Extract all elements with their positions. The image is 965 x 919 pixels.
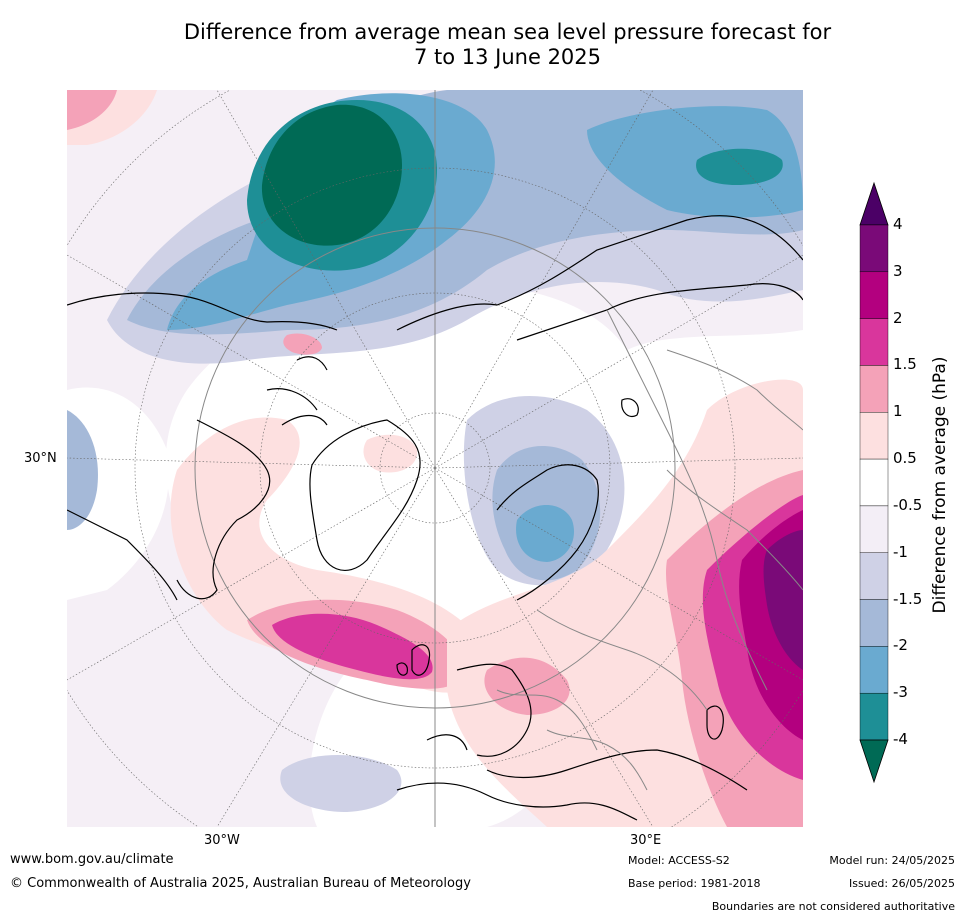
coast-north-america: [67, 292, 338, 601]
footer-base-period: Base period: 1981-2018: [628, 877, 761, 890]
colorbar-extend-top: [859, 181, 889, 226]
footer-disclaimer: Boundaries are not considered authoritat…: [711, 900, 955, 913]
pos-east-core-3: [763, 530, 803, 670]
coast-canada-arctic: [266, 356, 328, 426]
colorbar-band: [859, 505, 889, 553]
coastlines: [67, 215, 803, 821]
colorbar-tick-label: -0.5: [893, 495, 923, 514]
footer-issued: Issued: 26/05/2025: [848, 877, 955, 890]
map-title: Difference from average mean sea level p…: [40, 20, 965, 70]
coast-scandinavia: [496, 464, 599, 601]
coast-mediterranean: [396, 782, 638, 821]
title-line-1: Difference from average mean sea level p…: [183, 20, 832, 44]
colorbar-extend-bottom: [859, 739, 889, 784]
footer-website[interactable]: www.bom.gov.au/climate: [10, 852, 174, 867]
coast-europe: [426, 663, 748, 791]
colorbar-tick-label: 1: [893, 402, 903, 421]
pressure-anomaly-map: [67, 90, 803, 827]
neg-south-patch: [280, 755, 402, 812]
lon-label-30w: 30°W: [204, 833, 240, 848]
pos-nw-corner-mid: [67, 90, 117, 130]
colorbar-band: [859, 599, 889, 647]
colorbar-tick-label: -3: [893, 683, 908, 702]
neutral-area-west: [67, 387, 169, 600]
coast-siberia: [396, 215, 803, 331]
colorbar-tick-label: 4: [893, 215, 903, 233]
lon-label-30e: 30°E: [630, 833, 662, 848]
colorbar-band: [859, 318, 889, 366]
colorbar-tick-label: -1: [893, 542, 908, 561]
lat-label-30n: 30°N: [24, 451, 57, 466]
colorbar-tick-label: 3: [893, 261, 903, 280]
colorbar-tick-label: -1.5: [893, 589, 923, 608]
neg-core-ne: [696, 148, 783, 185]
coast-british-isles: [396, 644, 431, 676]
coast-ural-lake: [621, 398, 639, 418]
pos-small-greenland: [363, 434, 418, 473]
neg-west-edge: [67, 410, 98, 530]
colorbar-tick-label: 2: [893, 308, 903, 327]
footer-model: Model: ACCESS-S2: [628, 854, 730, 867]
colorbar-tick-label: -4: [893, 730, 908, 748]
country-borders: [496, 309, 803, 791]
coast-greenland: [309, 419, 421, 571]
pos-small-mid: [283, 333, 322, 355]
solid-meridians: [194, 90, 676, 827]
footer-copyright: © Commonwealth of Australia 2025, Austra…: [10, 876, 471, 891]
coast-siberia-2: [516, 283, 803, 341]
colorbar-tick-label: -2: [893, 636, 908, 655]
neg-low-scandinavia-inner: [516, 505, 575, 562]
footer-model-run: Model run: 24/05/2025: [829, 854, 955, 867]
colorbar-band: [859, 458, 889, 507]
colorbar-title: Difference from average (hPa): [930, 356, 950, 614]
colorbar: [859, 181, 889, 784]
colorbar-band: [859, 365, 889, 413]
colorbar-band: [859, 692, 889, 741]
neg-core-nw-inner: [261, 104, 402, 246]
colorbar-tick-label: 1.5: [893, 355, 917, 374]
colorbar-band: [859, 646, 889, 694]
title-line-2: 7 to 13 June 2025: [413, 45, 602, 69]
pos-atlantic-core: [272, 613, 433, 680]
colorbar-band: [859, 552, 889, 600]
colorbar-band: [859, 412, 889, 460]
colorbar-tick-label: 0.5: [893, 449, 917, 468]
colorbar-band: [859, 224, 889, 273]
coast-caspian: [706, 705, 724, 740]
colorbar-band: [859, 271, 889, 319]
